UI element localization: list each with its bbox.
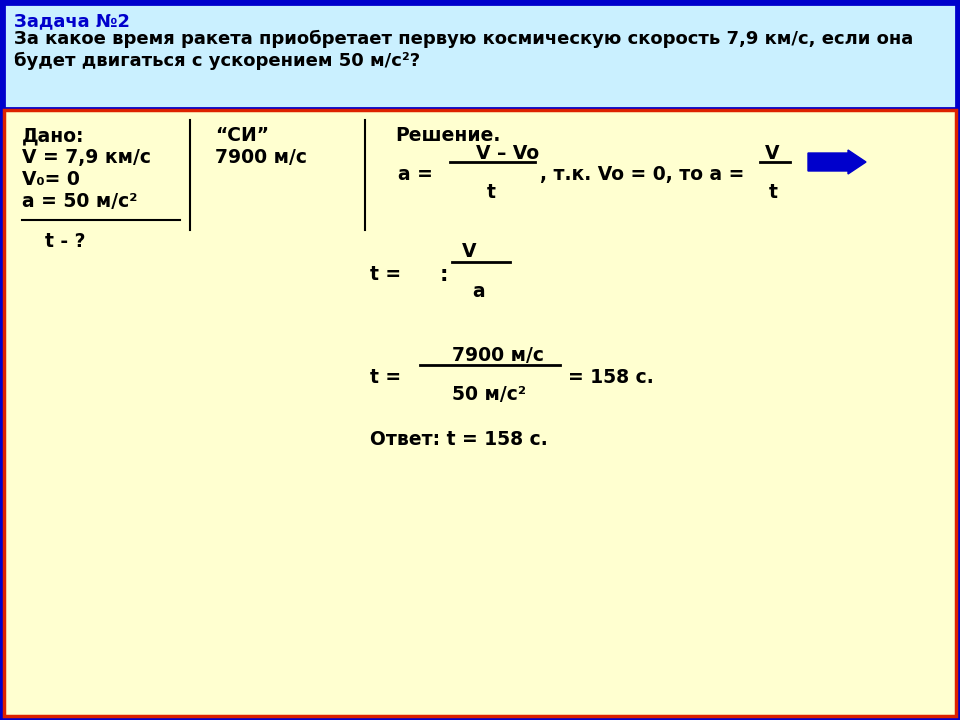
Text: V: V bbox=[462, 242, 476, 261]
Text: a = 50 м/с²: a = 50 м/с² bbox=[22, 192, 137, 211]
Bar bbox=[4, 110, 956, 716]
Text: t =: t = bbox=[370, 368, 401, 387]
Text: t: t bbox=[487, 183, 496, 202]
Text: 7900 м/с: 7900 м/с bbox=[452, 346, 544, 365]
Text: :: : bbox=[440, 265, 448, 285]
Text: V₀= 0: V₀= 0 bbox=[22, 170, 80, 189]
Text: t: t bbox=[769, 183, 778, 202]
Text: t - ?: t - ? bbox=[45, 232, 85, 251]
Text: За какое время ракета приобретает первую космическую скорость 7,9 км/с, если она: За какое время ракета приобретает первую… bbox=[14, 30, 913, 48]
FancyArrow shape bbox=[808, 150, 866, 174]
Text: = 158 с.: = 158 с. bbox=[568, 368, 654, 387]
Bar bbox=[4, 4, 956, 108]
Text: t =: t = bbox=[370, 265, 401, 284]
Text: Решение.: Решение. bbox=[395, 126, 500, 145]
Text: “СИ”: “СИ” bbox=[215, 126, 269, 145]
Text: V – Vo: V – Vo bbox=[476, 144, 540, 163]
Text: Ответ: t = 158 с.: Ответ: t = 158 с. bbox=[370, 430, 548, 449]
Text: будет двигаться с ускорением 50 м/с²?: будет двигаться с ускорением 50 м/с²? bbox=[14, 52, 420, 70]
Text: a: a bbox=[472, 282, 485, 301]
Text: V: V bbox=[765, 144, 780, 163]
Text: , т.к. Vo = 0, то a =: , т.к. Vo = 0, то a = bbox=[540, 165, 744, 184]
Text: a =: a = bbox=[398, 165, 433, 184]
Text: Задача №2: Задача №2 bbox=[14, 12, 130, 30]
Text: Дано:: Дано: bbox=[22, 126, 84, 145]
Text: 7900 м/с: 7900 м/с bbox=[215, 148, 307, 167]
Text: V = 7,9 км/с: V = 7,9 км/с bbox=[22, 148, 151, 167]
Text: 50 м/с²: 50 м/с² bbox=[452, 385, 526, 404]
